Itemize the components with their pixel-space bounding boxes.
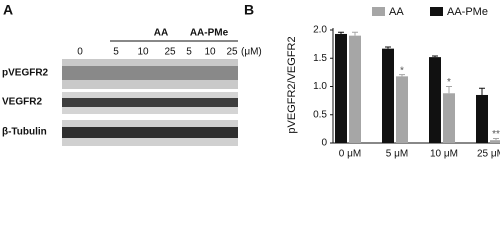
bar (429, 57, 441, 144)
bar (335, 33, 347, 143)
error-bar (352, 31, 358, 36)
y-tick-label: 1.0 (313, 81, 327, 92)
bar (396, 76, 408, 143)
error-bar (446, 86, 452, 94)
unit-label: (μM) (241, 47, 262, 58)
error-bar (479, 87, 485, 95)
y-tick-label: 0 (321, 138, 327, 149)
error-bar (338, 31, 344, 34)
bar (476, 94, 488, 143)
group-label: AA (154, 28, 168, 39)
x-tick-label: 25 μM (477, 149, 500, 160)
y-tick-label: 1.5 (313, 53, 327, 64)
error-bar (385, 46, 391, 49)
blot (62, 59, 238, 146)
error-bar (432, 55, 438, 58)
significance: * (400, 65, 404, 76)
significance: ** (492, 129, 500, 140)
row-label: β-Tubulin (2, 127, 47, 138)
lane-label: 25 (164, 47, 176, 58)
group-label: AA-PMe (190, 28, 229, 39)
y-tick-label: 0.5 (313, 109, 327, 120)
significance: * (447, 77, 451, 88)
error-bar (399, 74, 405, 77)
bar (382, 48, 394, 143)
figure: A AA AA-PMe 0 5 10 25 5 10 25 (μM) pVEGF… (2, 2, 500, 160)
x-tick-label: 10 μM (430, 149, 458, 160)
bar (443, 93, 455, 143)
lane-label: 5 (113, 47, 119, 58)
error-bar (493, 137, 499, 141)
legend-label: AA-PMe (447, 6, 488, 18)
row-label: pVEGFR2 (2, 68, 49, 79)
legend-swatch (372, 7, 385, 16)
panel-label: B (244, 2, 254, 18)
bar (490, 140, 500, 143)
bar (349, 35, 361, 143)
panel-label: A (3, 2, 13, 18)
row-label: VEGFR2 (2, 97, 42, 108)
lane-label: 0 (77, 47, 83, 58)
x-tick-label: 5 μM (386, 149, 408, 160)
y-axis-title: pVEGFR2/VEGFR2 (286, 36, 298, 133)
lane-label: 10 (137, 47, 149, 58)
lane-label: 25 (226, 47, 238, 58)
lane-label: 10 (204, 47, 216, 58)
legend-swatch (430, 7, 443, 16)
lane-label: 5 (186, 47, 192, 58)
legend-label: AA (389, 6, 404, 18)
x-tick-label: 0 μM (339, 149, 361, 160)
y-tick-label: 2.0 (313, 25, 327, 36)
